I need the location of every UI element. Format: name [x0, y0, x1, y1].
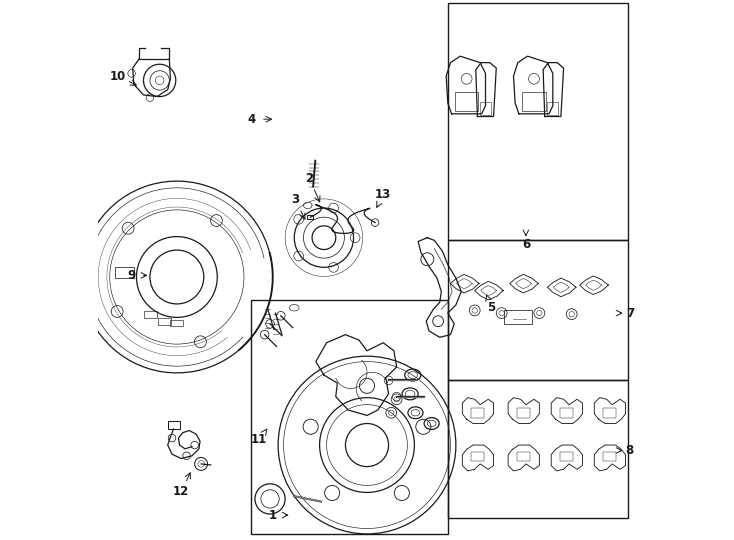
- Text: 11: 11: [251, 433, 267, 446]
- Bar: [144, 312, 157, 318]
- Text: 4: 4: [247, 113, 255, 126]
- Bar: [455, 92, 479, 111]
- Text: 5: 5: [487, 301, 495, 314]
- Bar: [307, 215, 313, 219]
- Text: 1: 1: [269, 509, 277, 522]
- Text: 8: 8: [625, 444, 634, 457]
- Bar: [560, 451, 573, 461]
- Bar: [251, 300, 448, 534]
- Bar: [159, 318, 172, 325]
- Text: 3: 3: [291, 193, 299, 206]
- Bar: [448, 380, 628, 518]
- Bar: [170, 320, 184, 326]
- Text: 2: 2: [305, 172, 313, 185]
- Text: 13: 13: [375, 188, 391, 201]
- Text: 10: 10: [110, 70, 126, 83]
- Text: 9: 9: [127, 269, 135, 282]
- Text: 7: 7: [626, 307, 634, 320]
- Bar: [480, 102, 491, 116]
- Bar: [522, 92, 546, 111]
- Bar: [548, 102, 558, 116]
- Text: 12: 12: [173, 485, 189, 498]
- Bar: [560, 408, 573, 418]
- Bar: [603, 408, 616, 418]
- Bar: [603, 451, 616, 461]
- Text: 6: 6: [522, 238, 530, 251]
- Bar: [517, 408, 530, 418]
- Bar: [471, 408, 484, 418]
- Bar: [471, 451, 484, 461]
- Bar: [448, 3, 628, 240]
- Bar: [504, 310, 532, 324]
- Bar: [448, 240, 628, 380]
- Bar: [115, 267, 134, 278]
- Bar: [167, 421, 180, 429]
- Bar: [517, 451, 530, 461]
